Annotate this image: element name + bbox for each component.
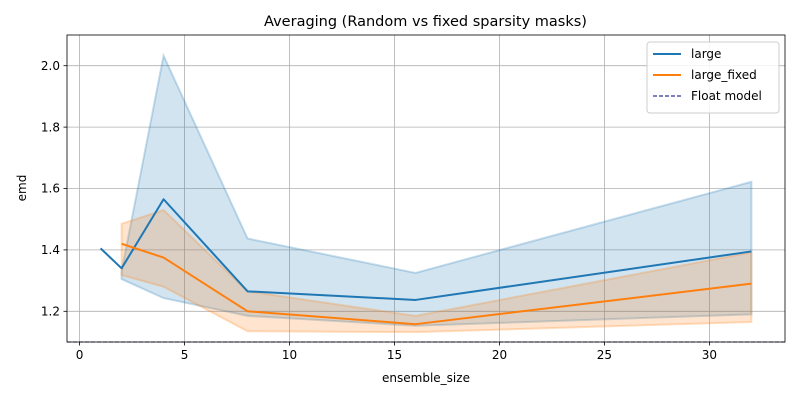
x-axis-ticks: 0 5 10 15 20 25 30: [76, 342, 717, 362]
x-tick-label: 5: [181, 348, 189, 362]
confidence-band: [120, 52, 753, 327]
series-line: [99, 198, 752, 301]
y-axis-ticks: 1.2 1.4 1.6 1.8 2.0: [41, 59, 67, 319]
series-lines: [67, 198, 785, 343]
x-tick-label: 15: [387, 348, 402, 362]
x-tick-label: 25: [597, 348, 612, 362]
confidence-bands: [120, 52, 753, 334]
y-tick-label: 2.0: [41, 59, 60, 73]
x-tick-label: 10: [282, 348, 297, 362]
y-tick-label: 1.8: [41, 120, 60, 134]
legend-box: [646, 41, 780, 114]
x-axis-label: ensemble_size: [382, 371, 470, 385]
legend-label: large: [691, 47, 721, 61]
series-line: [121, 242, 752, 326]
chart-title: Averaging (Random vs fixed sparsity mask…: [264, 14, 587, 30]
x-tick-label: 20: [492, 348, 507, 362]
y-axis-label: emd: [15, 175, 29, 202]
legend: large large_fixed Float model: [646, 41, 780, 114]
x-tick-label: 0: [76, 348, 84, 362]
grid: [67, 35, 785, 342]
x-tick-label: 30: [702, 348, 717, 362]
legend-label: large_fixed: [691, 68, 757, 82]
confidence-band: [120, 208, 753, 334]
y-tick-label: 1.6: [41, 182, 60, 196]
y-tick-label: 1.2: [41, 305, 60, 319]
legend-label: Float model: [691, 89, 762, 103]
y-tick-label: 1.4: [41, 243, 60, 257]
